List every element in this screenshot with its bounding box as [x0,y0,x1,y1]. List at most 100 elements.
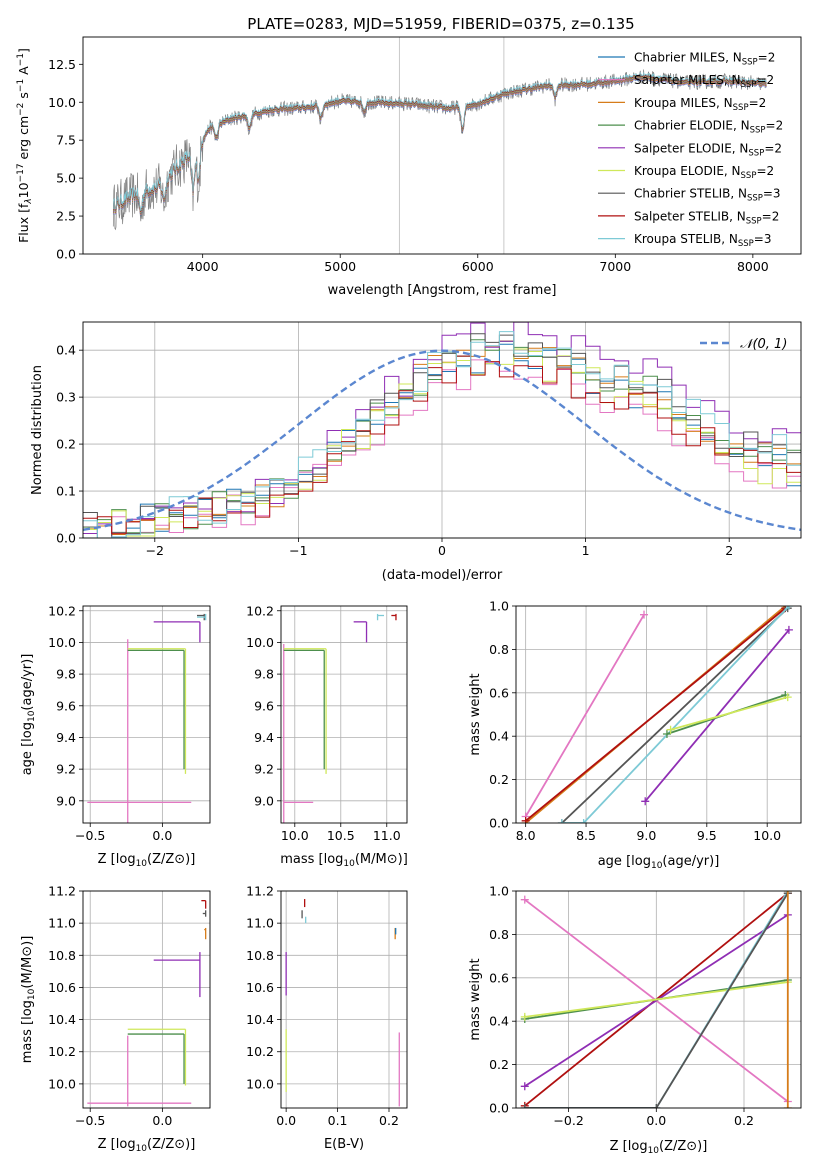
axes-frame [82,321,802,539]
data-point-marker [520,1082,529,1091]
y-tick-label: 10.0 [48,635,76,650]
data-point-marker [521,816,530,823]
x-tick-label: −2 [146,543,164,558]
mass-weight-line-chabrier-stelib [524,892,789,1108]
axes-frame [515,890,802,1109]
y-tick-label: 10.2 [48,1044,76,1059]
mass-weight-line-salpeter-stelib [525,607,786,822]
x-tick-label: 10.0 [753,828,781,843]
plot-area [83,322,801,538]
y-tick-label: 10.8 [48,948,76,963]
x-tick-label: 8000 [737,259,769,274]
data-point-marker [557,819,566,823]
axes-frame [515,605,802,824]
mass-weight-line-salpeter-miles [524,614,645,817]
x-tick-label: 5000 [324,259,356,274]
y-tick-label: 10.6 [246,980,274,995]
y-tick-label: 10.6 [48,980,76,995]
y-tick-label: 0.2 [489,772,509,787]
y-tick-label: 0.2 [56,437,76,452]
data-point-marker [666,725,675,734]
y-tick-label: 11.0 [246,916,274,931]
x-axis-label: (data-model)/error [382,568,503,583]
y-tick-label: 0.4 [489,729,509,744]
x-tick-label: −0.5 [75,1113,105,1128]
axes-frame [82,605,211,824]
y-tick-label: 9.4 [56,730,76,745]
y-tick-label: 1.0 [489,884,509,899]
x-tick-label: 0.0 [152,1113,172,1128]
plot-area [87,613,207,823]
mass-weight-line-salpeter-elodie [644,629,790,802]
x-tick-label: 0.0 [646,1113,666,1128]
y-tick-label: 10.2 [246,603,274,618]
y-axis-label: Flux [fλ10−17 erg cm−2 s−1 A−1] [16,48,34,243]
x-tick-label: 9.0 [636,828,656,843]
x-tick-label: 10.0 [281,828,309,843]
plot-area [87,899,207,1107]
y-tick-label: 9.0 [254,793,274,808]
hist-chabrier-stelib [83,333,801,538]
panel-age_vs_mass: 10.0 10.5 11.0 9.0 9.2 9.4 9.6 9.8 10.0 10.2 mass … [246,603,408,869]
y-tick-label: 0.0 [489,816,509,831]
x-tick-label: 8.0 [516,828,536,843]
y-tick-label: 11.2 [48,884,76,899]
panel-massweight_vs_Z: −0.2 0.0 0.2 0.0 0.2 0.4 0.6 0.8 1.0 Z [log10(Z/Z… [468,884,802,1156]
legend-label: Kroupa STELIB, NSSP=3 [634,232,772,249]
y-tick-label: 9.0 [56,793,76,808]
grid [281,606,407,823]
panel-spectrum: 4000 5000 6000 7000 8000 0.0 2.5 5.0 7.5 10.0 12.5… [16,36,802,298]
data-point-marker [783,1104,792,1108]
panel-massweight_vs_age: 8.0 8.5 9.0 9.5 10.0 0.0 0.2 0.4 0.6 0.8 1.0 age [l… [468,599,802,871]
data-point-marker [520,1012,529,1021]
y-tick-label: 0.0 [56,247,76,262]
y-tick-label: 0.8 [489,642,509,657]
y-tick-label: 10.2 [48,603,76,618]
legend-label: Salpeter STELIB, NSSP=2 [634,209,779,226]
x-tick-label: 6000 [462,259,494,274]
y-tick-label: 10.2 [246,1044,274,1059]
legend-label: Kroupa MILES, NSSP=2 [634,96,766,113]
hist-salpeter-elodie [83,322,801,538]
data-point-marker [783,693,792,702]
x-axis-label: mass [log10(M/M⊙)] [280,852,408,869]
data-point-marker [784,606,793,610]
hist-kroupa-stelib [83,331,801,538]
legend-label: Chabrier ELODIE, NSSP=2 [634,119,783,136]
y-axis-label: mass weight [468,958,483,1040]
y-tick-label: 10.4 [48,1012,76,1027]
x-tick-label: 0.2 [734,1113,754,1128]
y-tick-label: 10.0 [246,1076,274,1091]
y-tick-label: 0.0 [56,531,76,546]
legend-label: Chabrier MILES, NSSP=2 [634,51,775,68]
y-tick-label: 12.5 [48,57,76,72]
grid [83,606,210,823]
figure-title: PLATE=0283, MJD=51959, FIBERID=0375, z=0… [247,15,634,33]
y-tick-label: 0.6 [489,685,509,700]
plot-area [285,899,400,1107]
x-axis-label: Z [log10(Z/Z⊙)] [98,852,196,869]
grid [281,890,407,1108]
x-tick-label: 9.5 [697,828,717,843]
x-tick-label: −1 [289,543,307,558]
y-tick-label: 9.2 [254,762,274,777]
y-tick-label: 0.1 [56,484,76,499]
data-point-marker [640,610,649,619]
y-tick-label: 9.8 [254,667,274,682]
x-tick-label: 0 [438,543,446,558]
y-tick-label: 2.5 [56,209,76,224]
y-tick-label: 11.2 [246,884,274,899]
mass-weight-line-kroupa-elodie [524,981,788,1018]
panel-mass_vs_Z: −0.5 0.0 10.0 10.2 10.4 10.6 10.8 11.0 11.2 Z [lo… [20,884,211,1154]
data-point-marker [579,819,588,823]
y-tick-label: 10.0 [48,1076,76,1091]
x-axis-label: wavelength [Angstrom, rest frame] [328,283,557,298]
x-axis-label: Z [log10(Z/Z⊙)] [610,1139,708,1156]
y-tick-label: 1.0 [489,599,509,614]
hist-salpeter-stelib [83,355,801,535]
legend-label: Salpeter MILES, NSSP=2 [634,73,774,90]
y-tick-label: 0.0 [489,1101,509,1116]
mass-weight-line-kroupa-stelib [561,606,790,823]
x-axis-label: E(B-V) [324,1137,364,1152]
